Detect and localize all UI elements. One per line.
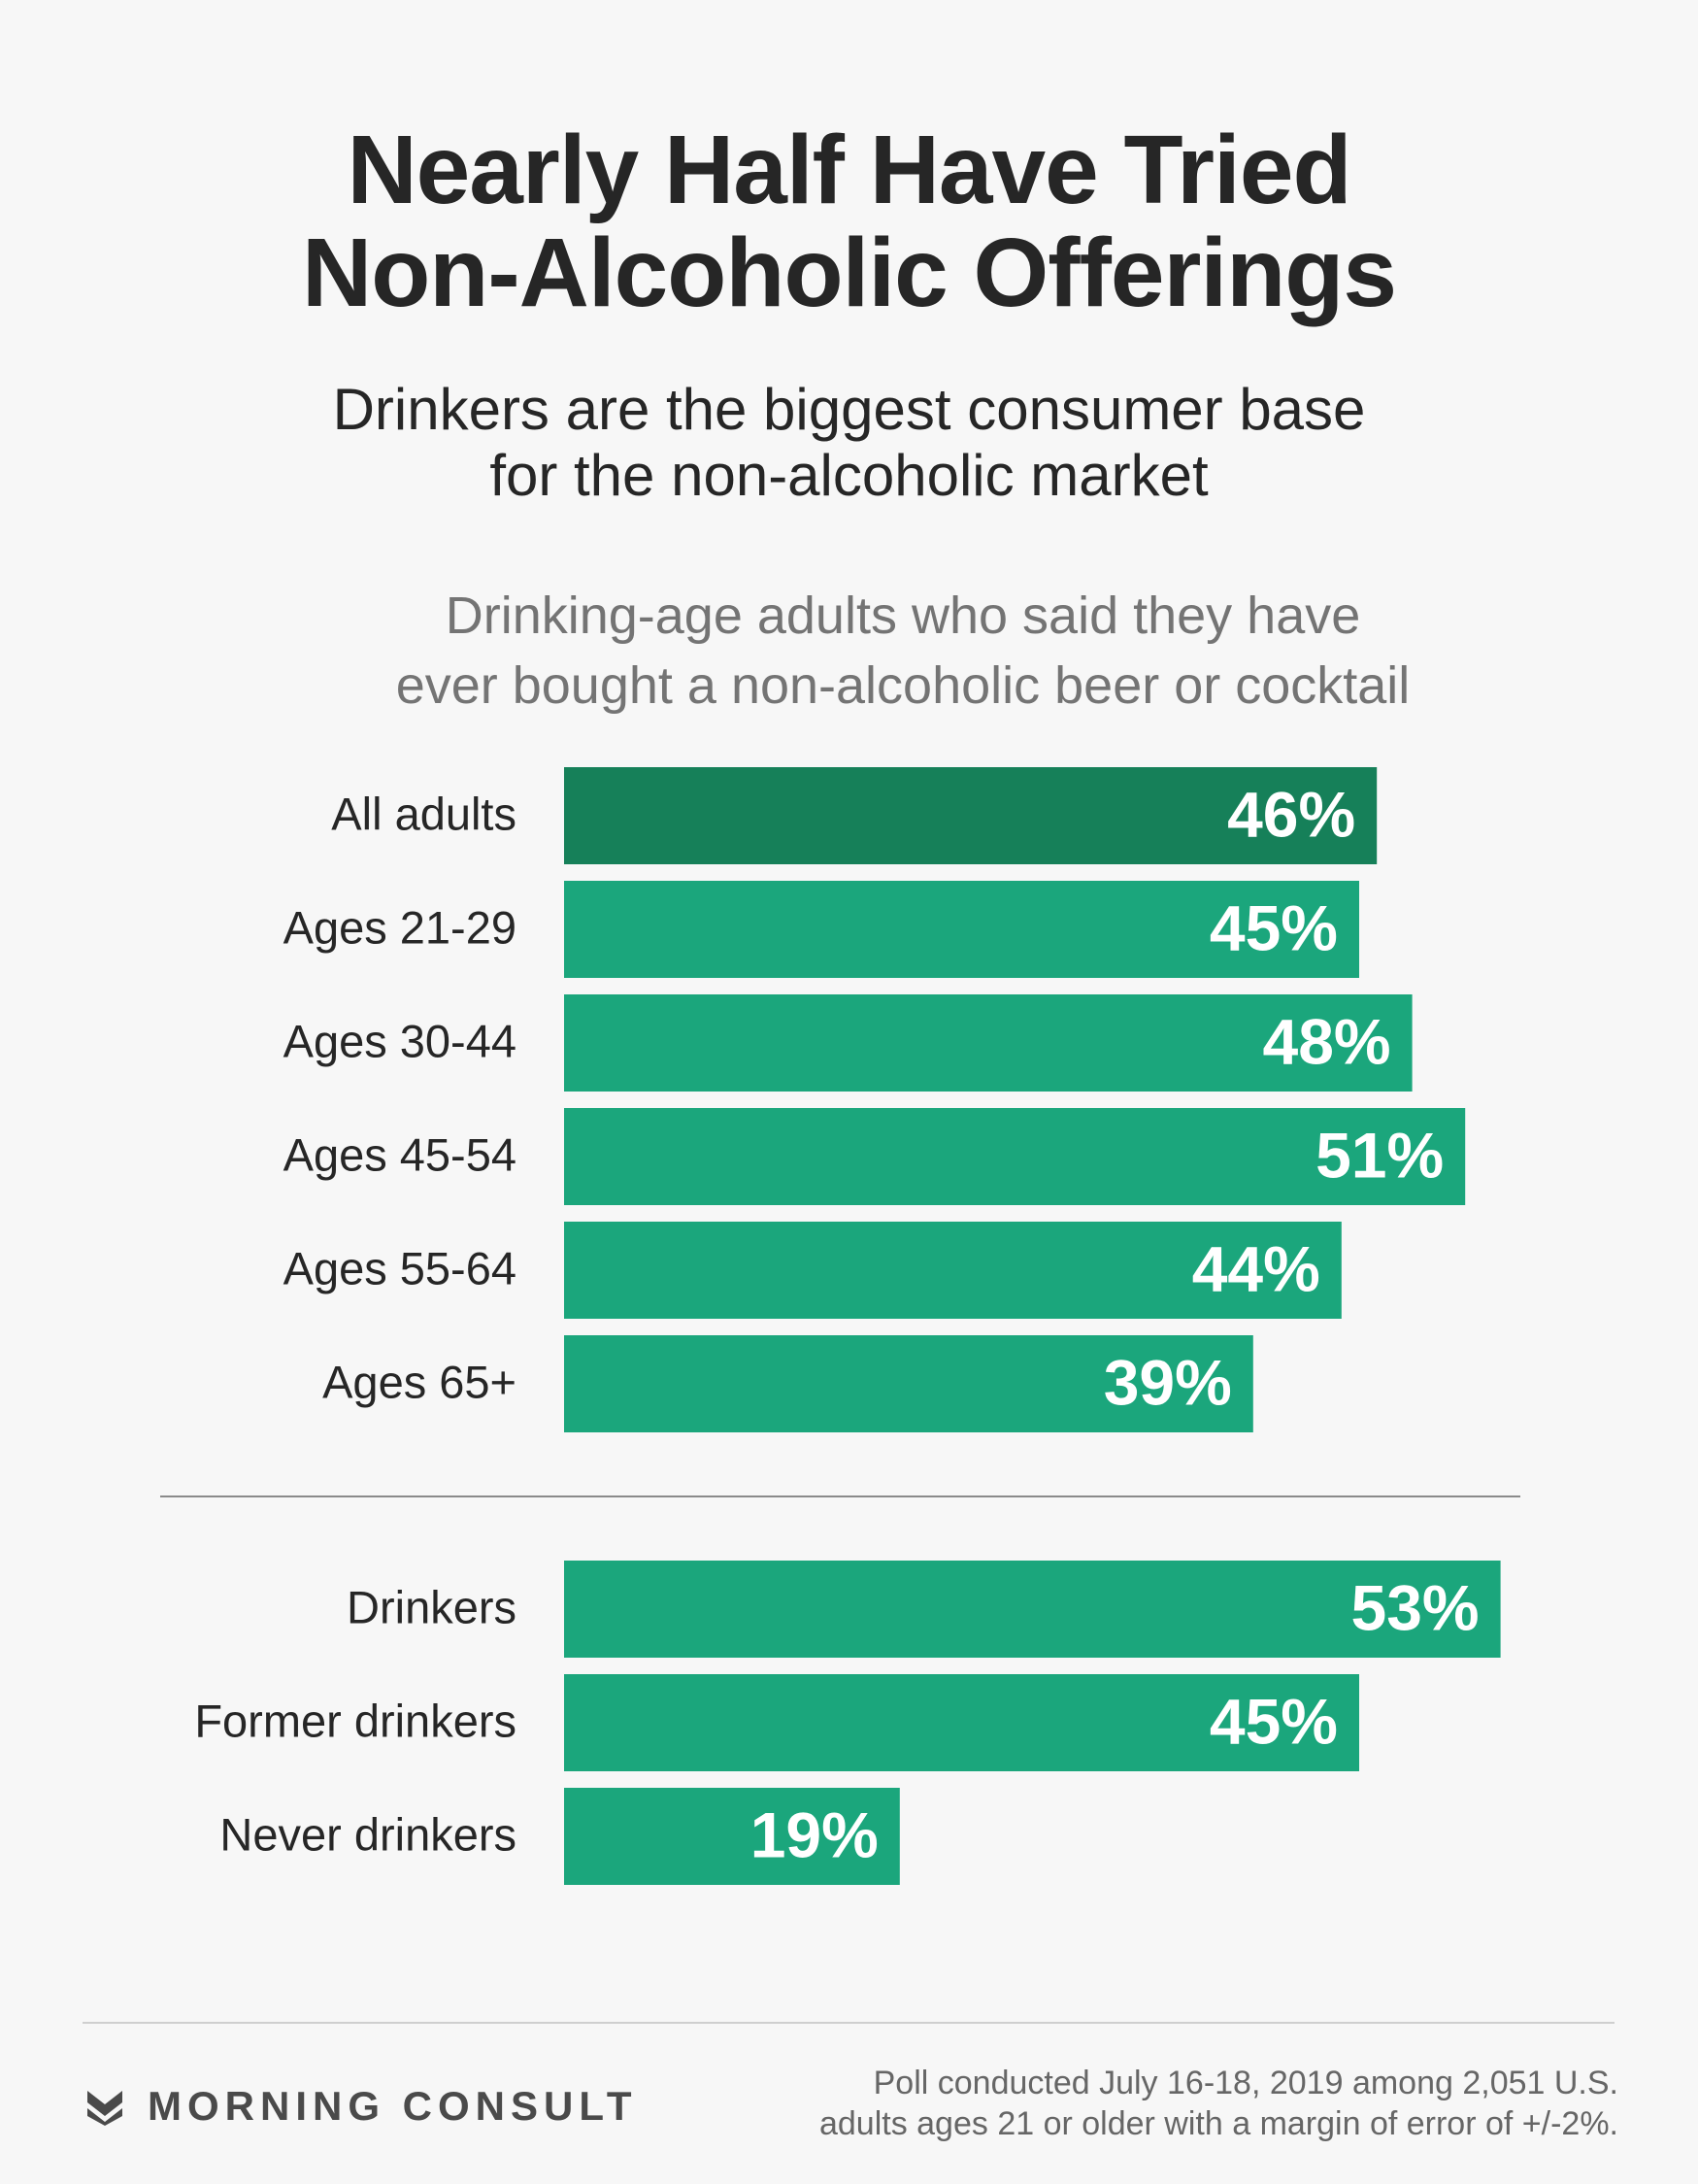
brand-logo: MORNING CONSULT — [85, 2081, 638, 2132]
source-line-1: Poll conducted July 16-18, 2019 among 2,… — [873, 2065, 1618, 2101]
morning-consult-chevron-icon — [87, 2091, 122, 2126]
value-label-ages-45-54: 51% — [1315, 1119, 1444, 1191]
category-label-never-drinkers: Never drinkers — [219, 1808, 516, 1860]
category-label-ages-45-54: Ages 45-54 — [283, 1128, 516, 1180]
subtitle-line-2: for the non-alcoholic market — [489, 443, 1209, 508]
bar-drinkers — [564, 1561, 1501, 1658]
category-label-drinkers: Drinkers — [347, 1581, 516, 1632]
value-label-drinkers: 53% — [1350, 1571, 1479, 1643]
bar-ages-21-29 — [564, 881, 1359, 978]
value-label-ages-55-64: 44% — [1192, 1232, 1320, 1304]
value-label-all-adults: 46% — [1227, 778, 1355, 850]
bar-ages-45-54 — [564, 1108, 1466, 1205]
bar-former-drinkers — [564, 1674, 1359, 1771]
value-label-ages-30-44: 48% — [1262, 1005, 1390, 1077]
value-label-ages-21-29: 45% — [1210, 891, 1338, 963]
title-line-2: Non-Alcoholic Offerings — [302, 218, 1397, 327]
bars-layer: All adults 46% Ages 21-29 45% Ages 30-44 48% A… — [194, 767, 1501, 1885]
subtitle-line-1: Drinkers are the biggest consumer base — [332, 377, 1366, 442]
source-line-2: adults ages 21 or older with a margin of… — [818, 2105, 1618, 2142]
bar-ages-30-44 — [564, 994, 1413, 1092]
bar-ages-65 — [564, 1335, 1253, 1432]
value-label-never-drinkers: 19% — [750, 1798, 879, 1870]
category-label-ages-21-29: Ages 21-29 — [283, 901, 516, 953]
chart-description: Drinking-age adults who said they have e… — [291, 581, 1515, 721]
footer-divider — [83, 2022, 1615, 2024]
value-label-ages-65: 39% — [1104, 1346, 1232, 1418]
bar-chart: All adults 46% Ages 21-29 45% Ages 30-44 48% A… — [160, 767, 1520, 1885]
category-label-ages-55-64: Ages 55-64 — [283, 1242, 516, 1294]
category-label-all-adults: All adults — [331, 788, 516, 839]
description-line-2: ever bought a non-alcoholic beer or cock… — [395, 656, 1411, 715]
description-line-1: Drinking-age adults who said they have — [445, 587, 1361, 645]
chart-subtitle: Drinkers are the biggest consumer base f… — [0, 377, 1698, 509]
chart-title: Nearly Half Have Tried Non-Alcoholic Off… — [0, 118, 1698, 324]
source-note: Poll conducted July 16-18, 2019 among 2,… — [648, 2063, 1618, 2144]
bar-all-adults — [564, 767, 1378, 864]
bar-ages-55-64 — [564, 1222, 1342, 1319]
value-label-former-drinkers: 45% — [1210, 1685, 1338, 1757]
category-label-ages-30-44: Ages 30-44 — [283, 1015, 516, 1066]
title-line-1: Nearly Half Have Tried — [347, 116, 1351, 224]
brand-name: MORNING CONSULT — [148, 2083, 638, 2129]
category-label-former-drinkers: Former drinkers — [194, 1695, 516, 1746]
category-label-ages-65: Ages 65+ — [322, 1356, 516, 1407]
bar-never-drinkers — [564, 1788, 900, 1885]
